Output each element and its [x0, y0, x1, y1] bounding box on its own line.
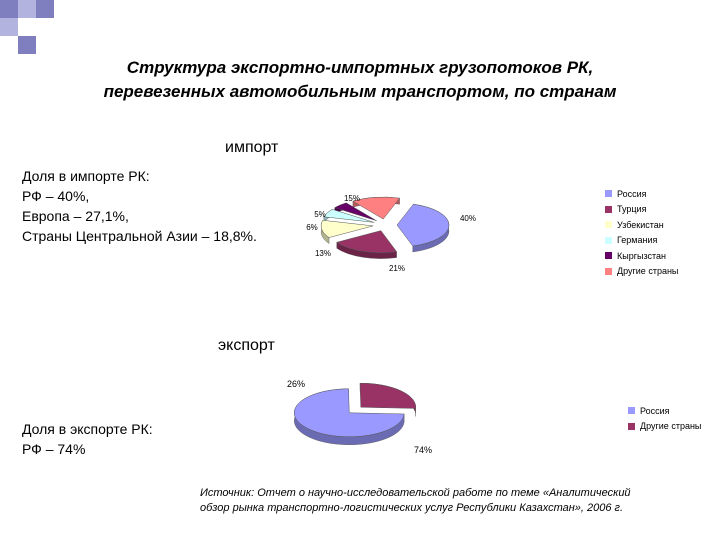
legend-swatch — [605, 205, 612, 213]
legend-swatch — [605, 252, 612, 260]
legend-item: Другие страны — [605, 264, 678, 280]
pie-data-label: 6% — [306, 223, 318, 232]
pie-data-label: 74% — [414, 445, 432, 455]
source-note: Источник: Отчет о научно-исследовательск… — [200, 486, 700, 516]
title-line-2: перевезенных автомобильным транспортом, … — [103, 82, 617, 101]
legend-swatch — [605, 190, 612, 198]
legend-item: Другие страны — [628, 419, 701, 435]
pie-slice — [336, 230, 398, 253]
title-line-1: Структура экспортно-импортных грузопоток… — [126, 58, 594, 77]
legend-swatch — [605, 236, 612, 244]
pie-data-label: 13% — [315, 249, 331, 258]
export-subtitle: экспорт — [218, 337, 275, 354]
source-line-1: Источник: Отчет о научно-исследовательск… — [200, 487, 631, 499]
pie-data-label: 5% — [314, 210, 326, 219]
import-share-text: Доля в импорте РК: РФ – 40%, Европа – 27… — [22, 166, 257, 246]
import-share-line: РФ – 40%, — [22, 188, 90, 204]
legend-label: Кыргызстан — [617, 250, 666, 261]
pie-data-label: 15% — [344, 194, 360, 203]
legend-label: Узбекистан — [617, 219, 664, 230]
legend-label: Другие страны — [617, 266, 679, 277]
legend-label: Турция — [617, 204, 647, 215]
legend-item: Россия — [628, 403, 701, 419]
pie-slice — [323, 209, 375, 223]
export-legend: Россия Другие страны — [628, 403, 701, 434]
import-share-line: Европа – 27,1%, — [22, 208, 129, 224]
legend-item: Узбекистан — [605, 217, 678, 233]
export-share-line: Доля в экспорте РК: — [22, 421, 153, 437]
legend-item: Россия — [605, 186, 678, 202]
import-legend: Россия Турция Узбекистан Германия Кыргызстан… — [605, 186, 678, 279]
pie-data-label: 26% — [287, 379, 305, 389]
import-subtitle: импорт — [225, 139, 279, 156]
legend-label: Россия — [617, 188, 647, 199]
import-share-line: Страны Центральной Азии – 18,8%. — [22, 228, 257, 244]
pie-slice — [359, 382, 416, 409]
export-pie-chart: 74% 26% — [287, 379, 432, 455]
pie-slice — [320, 220, 374, 238]
page-title: Структура экспортно-импортных грузопоток… — [30, 56, 690, 104]
export-share-line: РФ – 74% — [22, 441, 86, 457]
legend-label: Германия — [617, 235, 658, 246]
legend-label: Другие страны — [640, 421, 702, 432]
pie-slice — [334, 202, 377, 221]
pie-data-label: 40% — [460, 214, 476, 223]
legend-swatch — [628, 422, 635, 430]
pie-slice — [293, 388, 405, 438]
import-share-line: Доля в импорте РК: — [22, 168, 150, 184]
legend-swatch — [605, 267, 612, 275]
pie-slice — [396, 203, 450, 247]
import-pie-chart: 40% 21% 13% 6% 5% 15% — [306, 194, 476, 273]
legend-item: Германия — [605, 233, 678, 249]
pie-slice — [352, 196, 401, 220]
pie-data-label: 21% — [389, 264, 405, 273]
legend-swatch — [628, 407, 635, 415]
legend-item: Турция — [605, 202, 678, 218]
legend-label: Россия — [640, 405, 670, 416]
export-share-text: Доля в экспорте РК: РФ – 74% — [22, 419, 153, 459]
legend-swatch — [605, 221, 612, 229]
legend-item: Кыргызстан — [605, 248, 678, 264]
source-line-2: обзор рынка транспортно-логистических ус… — [200, 502, 624, 514]
